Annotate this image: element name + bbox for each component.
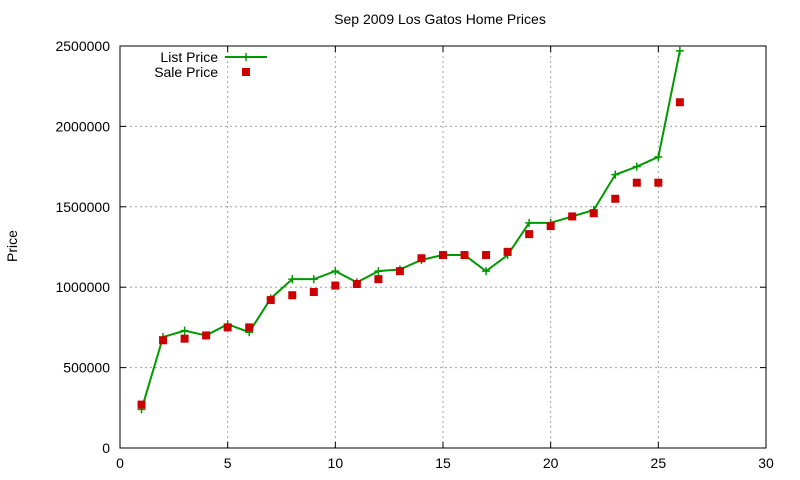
grid-lines xyxy=(120,46,766,448)
list-price-point xyxy=(482,267,491,276)
legend-label: Sale Price xyxy=(154,64,218,80)
list-price-point xyxy=(180,326,189,335)
x-tick-label: 0 xyxy=(116,455,124,471)
list-price-point xyxy=(525,218,534,227)
list-price-point xyxy=(288,275,297,284)
legend-square-swatch xyxy=(242,68,250,76)
list-price-point xyxy=(374,267,383,276)
list-price-point xyxy=(611,170,620,179)
sale-price-point xyxy=(352,279,361,288)
list-price-point xyxy=(309,275,318,284)
sale-price-point xyxy=(266,296,275,305)
sale-price-point xyxy=(159,336,168,345)
sale-price-point xyxy=(180,334,189,343)
plot-frame xyxy=(119,45,767,449)
sale-price-point xyxy=(417,254,426,263)
sale-price-point xyxy=(395,267,404,276)
x-tick-label: 20 xyxy=(543,455,559,471)
sale-price-point xyxy=(675,98,684,107)
sale-price-point xyxy=(632,178,641,187)
x-tick-label: 15 xyxy=(435,455,451,471)
list-price-point xyxy=(654,152,663,161)
chart-title: Sep 2009 Los Gatos Home Prices xyxy=(334,11,546,27)
list-price-line xyxy=(140,50,681,410)
series-sale-price xyxy=(137,98,684,409)
sale-price-point xyxy=(202,331,211,340)
y-tick-label: 0 xyxy=(102,440,110,456)
x-tick-label: 5 xyxy=(224,455,232,471)
sale-price-point xyxy=(482,251,491,260)
sale-price-point xyxy=(309,288,318,297)
y-tick-label: 2000000 xyxy=(55,118,110,134)
sale-price-point xyxy=(546,222,555,231)
sale-price-point xyxy=(331,281,340,290)
legend-label: List Price xyxy=(160,49,218,65)
list-price-point xyxy=(675,46,684,55)
sale-price-point xyxy=(654,178,663,187)
axis-ticks: 0 5 10 15 20 25 30 0 500000 1000000 1500000 2000000… xyxy=(55,38,774,471)
x-tick-label: 10 xyxy=(328,455,344,471)
sale-price-point xyxy=(611,194,620,203)
sale-price-point xyxy=(245,323,254,332)
y-tick-label: 1500000 xyxy=(55,199,110,215)
sale-price-point xyxy=(503,247,512,256)
sale-price-point xyxy=(568,212,577,221)
y-tick-label: 1000000 xyxy=(55,279,110,295)
x-tick-label: 25 xyxy=(651,455,667,471)
sale-price-point xyxy=(288,291,297,300)
series-list-price xyxy=(137,46,684,414)
y-tick-label: 500000 xyxy=(63,360,110,376)
data-series xyxy=(137,46,684,414)
sale-price-point xyxy=(525,230,534,239)
sale-price-point xyxy=(460,251,469,260)
sale-price-point xyxy=(589,209,598,218)
sale-price-point xyxy=(374,275,383,284)
legend-cross-swatch xyxy=(242,53,250,61)
sale-price-point xyxy=(439,251,447,260)
list-price-point xyxy=(632,162,641,171)
sale-price-point xyxy=(137,400,146,409)
list-price-point xyxy=(331,267,340,276)
y-tick-label: 2500000 xyxy=(55,38,110,54)
x-tick-label: 30 xyxy=(758,455,774,471)
sale-price-point xyxy=(223,323,232,332)
